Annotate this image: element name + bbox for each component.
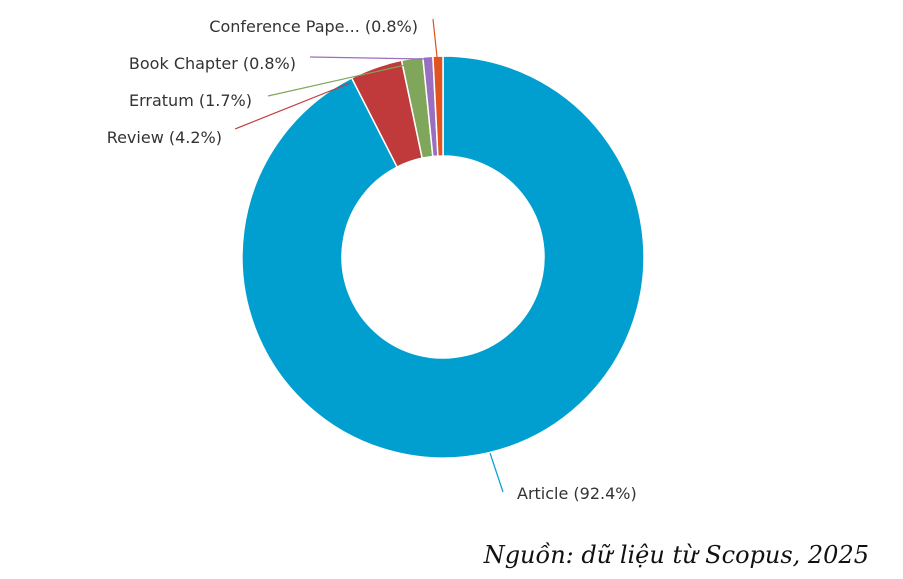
leader-line-conference [432,18,438,58]
slice-label-conference: Conference Pape... (0.8%) [209,17,418,36]
slice-article [241,55,645,459]
slice-label-erratum: Erratum (1.7%) [129,91,252,110]
source-note: Nguồn: dữ liệu từ Scopus, 2025 [483,541,869,569]
slice-label-article: Article (92.4%) [517,484,637,503]
leader-line-article [489,452,504,493]
slice-label-book: Book Chapter (0.8%) [129,54,296,73]
slice-conference [432,55,444,157]
leader-line-book [309,56,426,60]
leader-line-review [234,82,351,130]
leader-line-erratum [267,63,411,97]
slice-label-review: Review (4.2%) [107,128,222,147]
